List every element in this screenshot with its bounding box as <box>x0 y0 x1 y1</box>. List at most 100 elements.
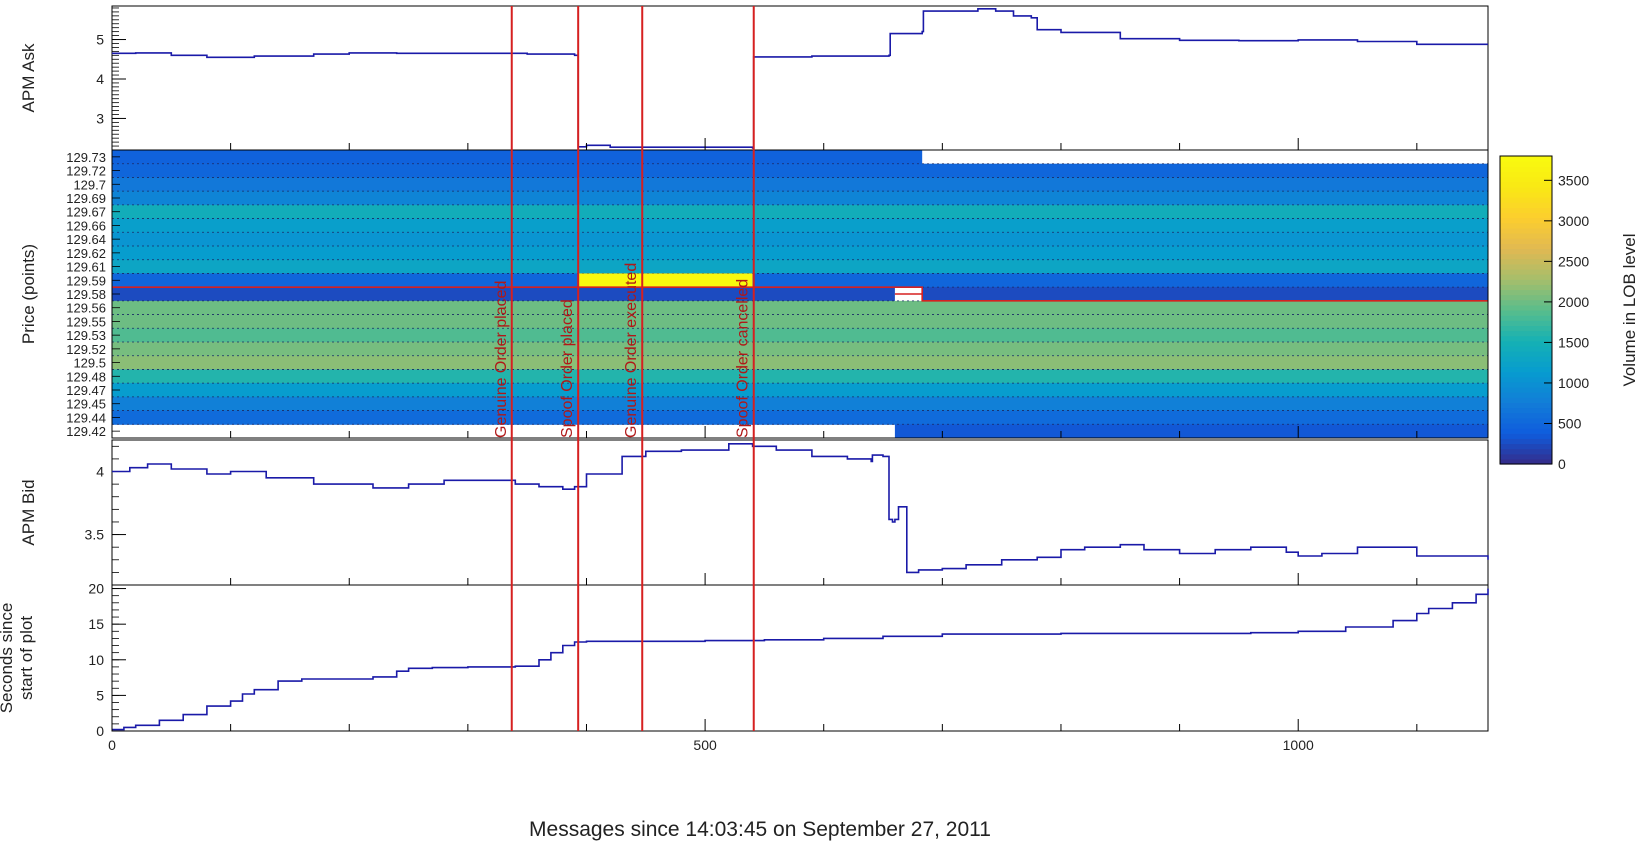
colorbar-segment <box>1500 376 1552 383</box>
price-level-label: 129.64 <box>66 232 106 247</box>
colorbar-segment <box>1500 243 1552 249</box>
colorbar-segment <box>1500 156 1552 162</box>
colorbar-segment <box>1500 268 1552 275</box>
panel-secs-ytick-label: 15 <box>88 616 104 632</box>
colorbar-segment <box>1500 453 1552 460</box>
colorbar-segment <box>1500 299 1552 306</box>
heatmap-cell-129.48 <box>112 369 1488 384</box>
panel-ask-ytick-label: 3 <box>96 110 104 126</box>
heatmap-cell-129.45 <box>112 396 1488 412</box>
panel-ask-ylabel: APM Ask <box>19 43 38 112</box>
colorbar-segment <box>1500 186 1552 193</box>
colorbar-segment <box>1500 407 1552 414</box>
colorbar-segment <box>1500 351 1552 357</box>
colorbar-segment <box>1500 325 1552 332</box>
colorbar-segment <box>1500 227 1552 234</box>
heatmap-cell-129.58 <box>112 287 1488 302</box>
price-level-label: 129.47 <box>66 383 106 398</box>
panel-bid-ytick-label: 3.5 <box>85 527 105 543</box>
heatmap-cell-129.69 <box>112 191 1488 206</box>
colorbar: 0 500 1000 1500 2000 2500 3000 3500 Volume in LO… <box>1499 155 1639 472</box>
panel-ask: APM Ask 3 4 5 <box>19 5 1489 151</box>
colorbar-segment <box>1500 284 1552 291</box>
colorbar-segment <box>1500 248 1552 255</box>
heatmap-cell-129.42 <box>894 424 1488 439</box>
heatmap-cell-129.62 <box>112 246 1488 261</box>
price-level-label: 129.53 <box>66 328 106 343</box>
price-level-label: 129.48 <box>66 369 106 384</box>
colorbar-segment <box>1500 233 1552 239</box>
colorbar-tick-label: 2500 <box>1558 253 1589 269</box>
colorbar-segment <box>1500 253 1552 260</box>
colorbar-segment <box>1500 207 1552 214</box>
heatmap-cell-129.61 <box>112 259 1488 274</box>
colorbar-segment <box>1500 222 1552 229</box>
x-axis: 0 500 1000 <box>108 737 1314 753</box>
colorbar-segment <box>1500 458 1552 465</box>
price-level-label: 129.42 <box>66 424 106 439</box>
price-level-label: 129.59 <box>66 273 106 288</box>
colorbar-segment <box>1500 279 1552 285</box>
panel-secs-ytick-label: 0 <box>96 723 104 739</box>
colorbar-segment <box>1500 161 1552 167</box>
colorbar-tick-label: 3000 <box>1558 213 1589 229</box>
colorbar-segment <box>1500 443 1552 450</box>
panel-bid-ylabel: APM Bid <box>19 479 38 545</box>
panel-secs: Seconds since start of plot 0 5 10 15 20 <box>0 581 1489 739</box>
panel-secs-series-line <box>112 588 1489 731</box>
colorbar-segment <box>1500 238 1552 244</box>
colorbar-segment <box>1500 315 1552 321</box>
panel-secs-ytick-label: 10 <box>88 652 104 668</box>
heatmap-cell-129.52 <box>112 342 1488 357</box>
heatmap-cell-129.56 <box>112 300 1488 316</box>
colorbar-segment <box>1500 320 1552 326</box>
colorbar-segment <box>1500 433 1552 439</box>
price-level-label: 129.58 <box>66 287 106 302</box>
colorbar-tick-label: 0 <box>1558 456 1566 472</box>
colorbar-segment <box>1500 361 1552 368</box>
colorbar-segment <box>1500 171 1552 178</box>
colorbar-segment <box>1500 191 1552 198</box>
panel-bid-frame <box>111 439 1489 586</box>
colorbar-segment <box>1500 212 1552 219</box>
heatmap-spoof-cell <box>578 273 753 288</box>
colorbar-segment <box>1500 166 1552 172</box>
colorbar-segment <box>1500 387 1552 393</box>
heatmap-cell-129.73 <box>112 150 923 165</box>
heatmap-cell-129.72 <box>112 163 1488 178</box>
colorbar-segment <box>1500 289 1552 296</box>
colorbar-segment <box>1500 366 1552 373</box>
price-level-label: 129.61 <box>66 260 106 275</box>
heatmap-cell-129.64 <box>112 232 1488 247</box>
colorbar-segment <box>1500 202 1552 208</box>
price-level-label: 129.7 <box>73 177 106 192</box>
event-label: Genuine Order placed <box>493 281 510 438</box>
price-level-label: 129.44 <box>66 410 106 425</box>
colorbar-segment <box>1500 371 1552 378</box>
colorbar-segment <box>1500 310 1552 316</box>
colorbar-segment <box>1500 258 1552 265</box>
colorbar-tick-label: 500 <box>1558 415 1582 431</box>
colorbar-tick-label: 1500 <box>1558 334 1589 350</box>
panel-ask-frame <box>111 5 1489 151</box>
panel-ask-ytick-label: 5 <box>96 32 104 48</box>
colorbar-segment <box>1500 412 1552 419</box>
event-markers: Genuine Order placed Spoof Order placed Ge… <box>493 6 755 731</box>
heatmap-cell-129.66 <box>112 218 1488 233</box>
heatmap-cell-129.67 <box>112 204 1488 220</box>
price-level-label: 129.45 <box>66 397 106 412</box>
colorbar-segment <box>1500 263 1552 270</box>
colorbar-segment <box>1500 448 1552 455</box>
panel-secs-ytick-label: 20 <box>88 581 104 597</box>
heatmap-cell-129.59 <box>112 273 1488 288</box>
panel-lob-ylabel: Price (points) <box>19 244 38 344</box>
colorbar-frame <box>1499 155 1553 465</box>
colorbar-segment <box>1500 356 1552 362</box>
x-axis-label: Messages since 14:03:45 on September 27,… <box>529 818 991 841</box>
colorbar-segment <box>1500 422 1552 429</box>
colorbar-segment <box>1500 197 1552 203</box>
colorbar-segment <box>1500 330 1552 337</box>
heatmap-frame <box>111 149 1489 439</box>
